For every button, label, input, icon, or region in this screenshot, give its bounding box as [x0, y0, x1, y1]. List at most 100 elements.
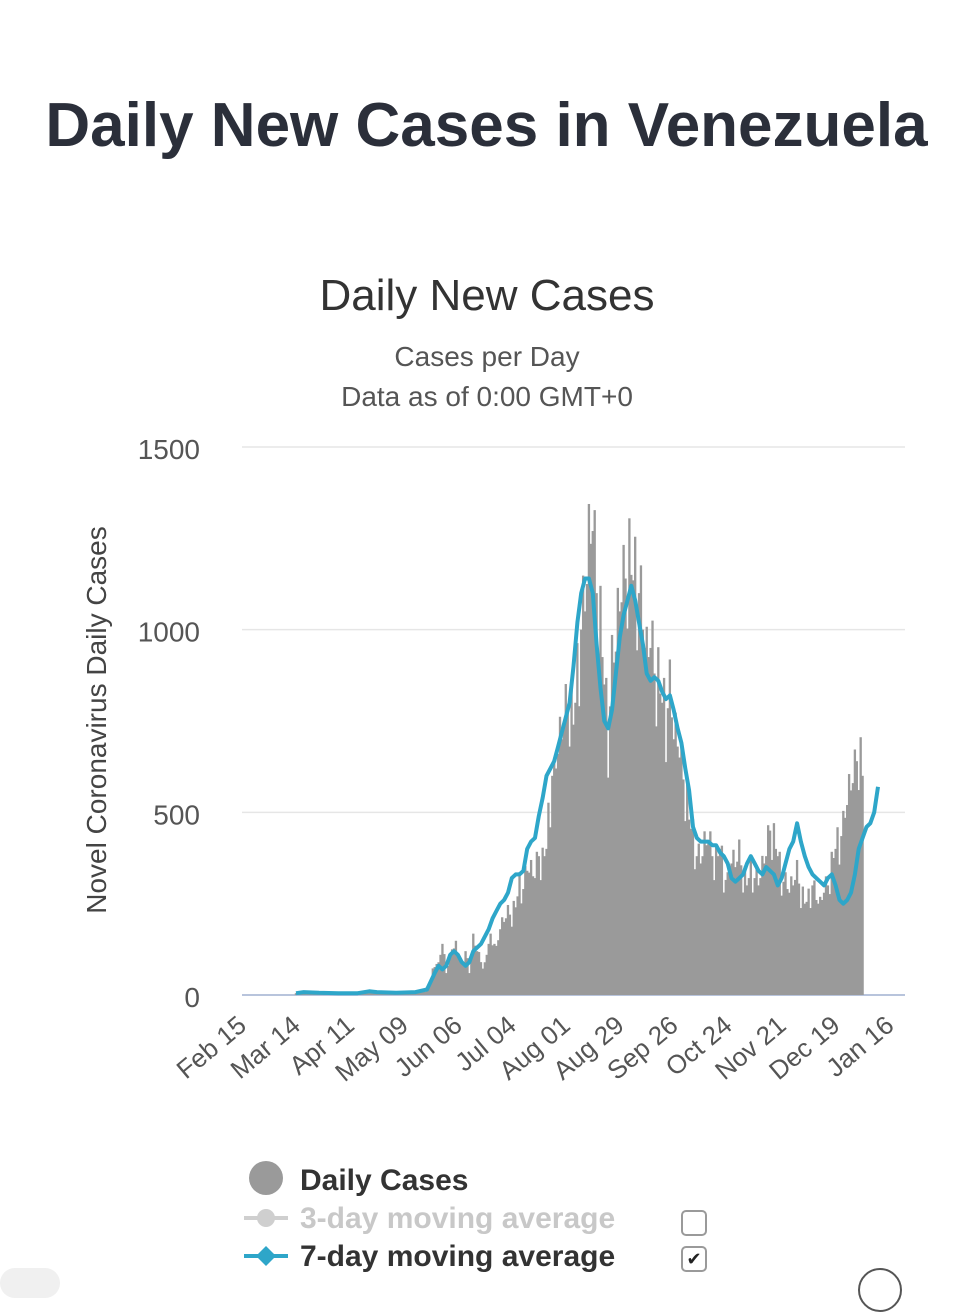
scroll-button-left[interactable]	[0, 1268, 60, 1298]
bar	[711, 856, 714, 995]
bar	[713, 880, 716, 995]
bar	[805, 901, 808, 995]
checkbox-7-day-moving-average[interactable]: ✔	[681, 1246, 707, 1272]
bar	[718, 848, 722, 995]
bar	[549, 827, 552, 995]
bar	[747, 878, 751, 995]
legend-7-day-marker	[256, 1246, 276, 1266]
bar	[770, 859, 774, 995]
legend: Daily Cases 3-day moving average 7-day m…	[244, 1161, 615, 1273]
bar	[529, 859, 533, 995]
bar	[660, 702, 664, 995]
bar	[458, 959, 461, 995]
bar	[634, 536, 637, 995]
bar	[720, 845, 724, 995]
bar	[743, 866, 747, 995]
scroll-button-right[interactable]	[858, 1268, 902, 1312]
bar	[859, 737, 862, 995]
bar	[826, 885, 830, 995]
bar	[630, 574, 633, 995]
bar	[635, 650, 639, 995]
bar	[547, 802, 550, 995]
bar	[420, 991, 423, 995]
bar	[472, 933, 475, 995]
bar	[570, 679, 573, 995]
bar	[576, 643, 579, 995]
bar	[820, 900, 824, 995]
bar	[466, 958, 469, 995]
bar	[641, 629, 645, 995]
legend-item-7-day[interactable]: 7-day moving average	[244, 1240, 615, 1273]
bar	[439, 954, 442, 995]
bar	[738, 839, 741, 995]
bar	[792, 885, 795, 995]
bar	[801, 886, 805, 995]
bar	[481, 968, 485, 995]
bar	[562, 728, 566, 995]
bar	[468, 973, 471, 995]
bar	[601, 657, 604, 995]
bar	[433, 967, 436, 995]
bar	[666, 708, 670, 995]
bar	[591, 531, 594, 995]
bar	[603, 684, 606, 995]
bar	[836, 827, 839, 995]
bar	[751, 892, 754, 995]
bar	[672, 739, 675, 995]
bar	[822, 892, 826, 995]
bar	[456, 952, 460, 995]
bar	[670, 717, 673, 995]
checkbox-3-day-moving-average[interactable]	[681, 1210, 707, 1236]
bar	[759, 878, 762, 995]
bar	[443, 954, 446, 995]
bar	[705, 845, 708, 995]
bar	[657, 647, 660, 995]
bar	[811, 885, 814, 995]
bar	[593, 510, 596, 995]
bar	[566, 710, 569, 995]
series-line-7-day-moving-average	[295, 576, 880, 996]
bar	[504, 918, 508, 995]
y-tick-label: 0	[184, 982, 200, 1013]
bar	[589, 543, 593, 995]
legend-item-daily-cases[interactable]: Daily Cases	[249, 1161, 468, 1197]
bar	[489, 933, 492, 995]
legend-7-day-label: 7-day moving average	[300, 1240, 615, 1273]
bar	[483, 962, 487, 995]
bar	[693, 869, 697, 995]
bar	[553, 757, 556, 995]
bar	[487, 943, 490, 995]
bar	[599, 585, 602, 995]
bar	[531, 876, 535, 995]
bar	[659, 693, 662, 995]
bar	[497, 940, 500, 995]
bar	[512, 900, 515, 995]
bar	[626, 628, 629, 995]
bar	[578, 706, 581, 995]
bar	[620, 602, 623, 995]
bar	[680, 741, 683, 995]
bar	[423, 991, 427, 995]
y-tick-label: 1500	[138, 434, 200, 465]
bar	[793, 879, 797, 995]
y-axis-label: Novel Coronavirus Daily Cases	[81, 526, 112, 913]
bar	[597, 668, 600, 995]
bar	[526, 870, 529, 995]
bar	[732, 849, 735, 995]
bar	[774, 848, 778, 995]
bar	[815, 900, 818, 995]
bar	[678, 757, 681, 995]
bar	[643, 647, 646, 995]
bar	[664, 762, 668, 995]
chart-subtitle-line2: Data as of 0:00 GMT+0	[341, 381, 633, 412]
bar	[528, 872, 531, 995]
bar	[614, 651, 618, 995]
bar	[514, 907, 517, 995]
bar	[716, 856, 720, 995]
bar	[587, 503, 591, 995]
bar	[649, 647, 652, 995]
bar	[674, 712, 677, 995]
legend-item-3-day[interactable]: 3-day moving average	[244, 1202, 615, 1235]
bar	[454, 940, 458, 995]
bar	[516, 896, 519, 995]
